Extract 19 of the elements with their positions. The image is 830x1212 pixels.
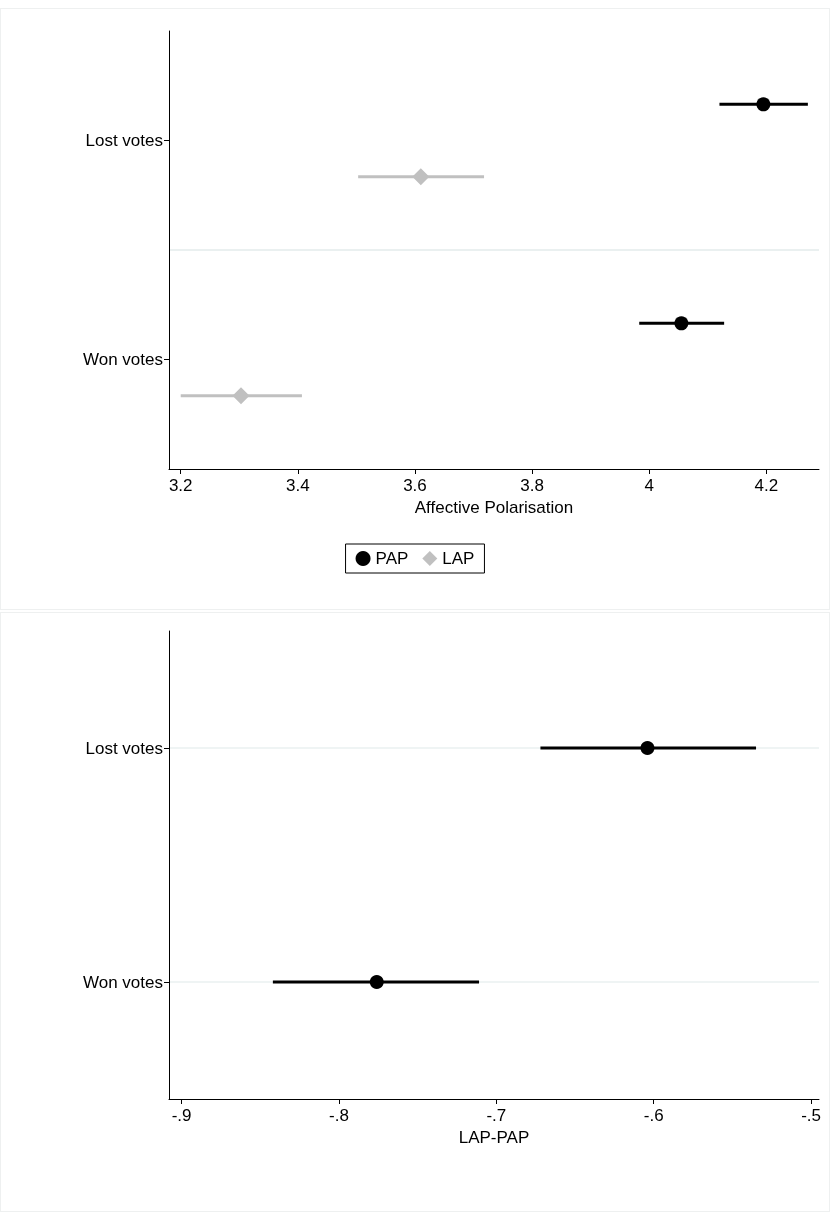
x-tick-label: -.7 — [486, 1106, 507, 1125]
x-tick-label: 4.2 — [754, 476, 779, 495]
legend-label: PAP — [375, 549, 409, 568]
x-axis-title: LAP-PAP — [458, 1128, 530, 1147]
x-tick-label: 4 — [644, 476, 654, 495]
x-tick-label: 3.2 — [168, 476, 193, 495]
y-tick-label: Lost votes — [85, 738, 163, 758]
x-tick-label: 3.6 — [403, 476, 427, 495]
x-tick-label: -.8 — [329, 1106, 349, 1125]
x-tick-label: 3.8 — [520, 476, 544, 495]
x-tick-label: -.9 — [171, 1106, 192, 1125]
x-tick-label: -.5 — [801, 1106, 822, 1125]
y-tick-label: Won votes — [82, 972, 163, 992]
legend-label: LAP — [442, 549, 475, 568]
x-tick-label: -.6 — [643, 1106, 664, 1125]
x-axis-title: Affective Polarisation — [414, 498, 574, 517]
y-tick-label: Won votes — [82, 350, 163, 369]
y-tick-label: Lost votes — [85, 131, 163, 150]
x-tick-label: 3.4 — [286, 476, 310, 495]
